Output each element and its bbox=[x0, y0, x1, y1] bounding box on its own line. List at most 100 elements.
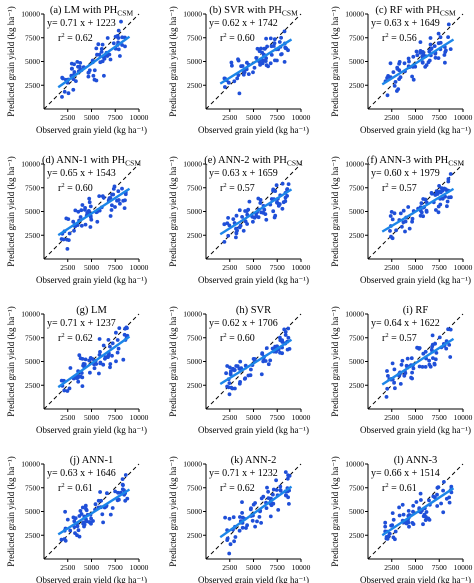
r-squared-label: r2 = 0.60 bbox=[220, 32, 255, 44]
data-point bbox=[447, 195, 451, 200]
data-point bbox=[430, 333, 435, 338]
x-tick-label: 10000 bbox=[454, 263, 473, 272]
panel-title: (d) ANN-1 with PHCSM bbox=[42, 155, 141, 168]
r-squared-value: = 0.60 bbox=[65, 183, 93, 194]
x-tick-label: 10000 bbox=[292, 263, 311, 272]
data-point bbox=[101, 343, 106, 348]
data-point bbox=[112, 184, 117, 189]
data-point bbox=[63, 509, 67, 514]
identity-line bbox=[367, 313, 464, 410]
data-point bbox=[384, 395, 389, 399]
r-squared-value: = 0.61 bbox=[65, 483, 93, 494]
r-squared-symbol: r bbox=[220, 333, 224, 344]
panel-7: 2500 5000 7500 10000 2500 5000 7500 10000 (h) SV… bbox=[168, 305, 311, 435]
y-axis-title: Predicted grain yield (kg ha⁻¹) bbox=[6, 6, 16, 116]
x-tick-label: 10000 bbox=[130, 413, 149, 422]
y-tick-label: 10000 bbox=[183, 310, 202, 319]
regression-line bbox=[57, 35, 131, 89]
r-squared-value: = 0.57 bbox=[227, 183, 255, 194]
r-squared-exponent: 2 bbox=[61, 32, 64, 39]
data-point bbox=[284, 493, 288, 498]
data-point bbox=[389, 234, 393, 239]
r-squared-symbol: r bbox=[220, 183, 224, 194]
data-point bbox=[432, 361, 437, 366]
panel-6: 2500 5000 7500 10000 2500 5000 7500 10000 (g) LM… bbox=[6, 305, 149, 435]
r-squared-label: r2 = 0.57 bbox=[382, 332, 417, 344]
y-axis-title: Predicted grain yield (kg ha⁻¹) bbox=[168, 456, 178, 566]
data-point bbox=[430, 344, 435, 349]
data-point bbox=[414, 49, 419, 54]
data-point bbox=[77, 353, 82, 358]
data-point bbox=[420, 50, 425, 54]
data-point bbox=[444, 346, 449, 351]
data-point bbox=[278, 484, 283, 489]
data-point bbox=[283, 330, 288, 334]
data-point bbox=[78, 215, 83, 219]
data-point bbox=[258, 63, 262, 67]
data-point bbox=[72, 519, 77, 524]
x-tick-label: 2500 bbox=[60, 113, 75, 122]
data-point bbox=[402, 61, 407, 66]
data-point bbox=[407, 226, 412, 231]
data-point bbox=[82, 524, 86, 529]
data-point bbox=[391, 535, 396, 540]
panel-title: (k) ANN-2 bbox=[231, 455, 277, 466]
data-point bbox=[286, 326, 291, 331]
data-point bbox=[385, 76, 389, 80]
data-point bbox=[263, 212, 268, 217]
data-point bbox=[258, 198, 263, 202]
data-point bbox=[80, 203, 85, 207]
data-point bbox=[392, 367, 397, 372]
data-point bbox=[75, 60, 80, 64]
panel-title-subscript: CSM bbox=[448, 159, 464, 168]
x-axis-title: Observed grain yield (kg ha⁻¹) bbox=[360, 575, 471, 583]
data-point bbox=[268, 514, 273, 519]
data-point bbox=[238, 515, 242, 519]
data-point bbox=[387, 531, 392, 536]
r-squared-value: = 0.62 bbox=[65, 33, 93, 44]
data-point bbox=[259, 521, 263, 525]
x-axis-title: Observed grain yield (kg ha⁻¹) bbox=[360, 125, 471, 135]
x-tick-label: 10000 bbox=[292, 563, 311, 572]
x-tick-label: 5000 bbox=[408, 413, 423, 422]
data-point bbox=[124, 325, 129, 330]
data-point bbox=[410, 370, 414, 375]
data-point bbox=[287, 502, 291, 506]
data-point bbox=[235, 364, 240, 368]
x-tick-label: 10000 bbox=[292, 413, 311, 422]
data-point bbox=[283, 195, 288, 200]
data-point bbox=[227, 392, 232, 397]
r-squared-exponent: 2 bbox=[223, 332, 226, 339]
data-point bbox=[260, 50, 264, 55]
data-point bbox=[394, 228, 398, 233]
y-tick-label: 5000 bbox=[25, 207, 40, 216]
r-squared-symbol: r bbox=[382, 183, 386, 194]
panel-title: (h) SVR bbox=[236, 305, 271, 316]
y-tick-label: 7500 bbox=[187, 33, 202, 42]
y-tick-label: 10000 bbox=[345, 460, 364, 469]
data-point bbox=[224, 371, 229, 376]
data-point bbox=[247, 199, 252, 204]
data-point bbox=[88, 215, 93, 219]
y-tick-label: 10000 bbox=[183, 10, 202, 19]
data-point bbox=[286, 182, 291, 187]
data-point bbox=[83, 503, 88, 508]
data-point bbox=[411, 522, 416, 526]
r-squared-symbol: r bbox=[220, 483, 224, 494]
data-point bbox=[110, 353, 114, 358]
data-point bbox=[414, 500, 419, 504]
data-point bbox=[226, 233, 231, 238]
data-point bbox=[426, 60, 431, 65]
x-tick-label: 7500 bbox=[270, 263, 285, 272]
data-point bbox=[65, 237, 69, 242]
data-point bbox=[240, 525, 245, 530]
data-point bbox=[265, 485, 269, 490]
identity-line bbox=[43, 313, 140, 410]
data-point bbox=[435, 492, 439, 497]
data-point bbox=[423, 349, 428, 354]
data-point bbox=[84, 508, 89, 513]
panel-title-subscript: CSM bbox=[117, 9, 133, 18]
y-axis-title: Predicted grain yield (kg ha⁻¹) bbox=[6, 456, 16, 566]
y-tick-label: 5000 bbox=[187, 507, 202, 516]
